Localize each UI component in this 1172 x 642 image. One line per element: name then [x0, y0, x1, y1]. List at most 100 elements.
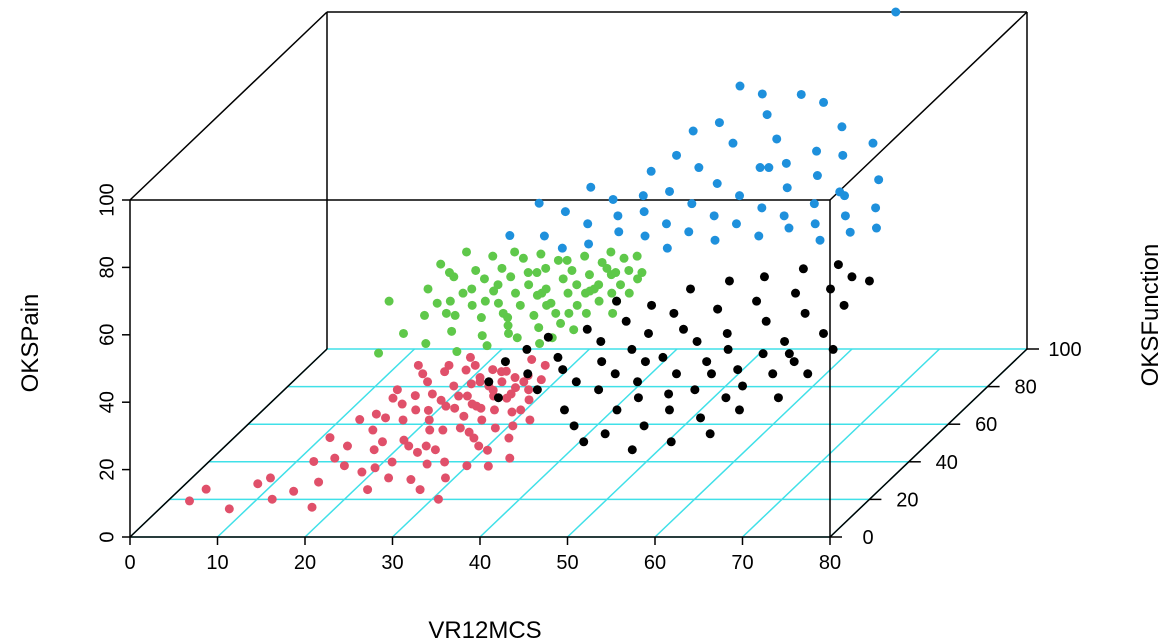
- z-tick-label: 20: [896, 489, 918, 511]
- data-point-series-2: [476, 313, 486, 323]
- data-point-series-1: [267, 494, 277, 504]
- floor-grid: [129, 348, 1028, 538]
- data-point-series-4: [723, 344, 733, 354]
- data-point-series-1: [355, 415, 365, 425]
- data-point-series-3: [784, 223, 794, 233]
- data-point-series-1: [381, 413, 391, 423]
- data-point-series-2: [562, 255, 572, 265]
- x-tick-label: 70: [731, 552, 753, 574]
- data-point-series-1: [474, 441, 484, 451]
- data-point-series-4: [705, 429, 715, 439]
- data-point-series-1: [253, 479, 263, 489]
- data-point-series-3: [772, 134, 782, 144]
- data-point-series-3: [665, 186, 675, 196]
- data-point-series-4: [640, 357, 650, 367]
- data-point-series-3: [662, 243, 672, 253]
- data-point-series-1: [477, 415, 487, 425]
- data-point-series-2: [488, 251, 498, 261]
- data-point-series-3: [735, 191, 745, 201]
- axis-ticks: 0 10 20 30 40 50 60 70 80 0 20 40 60 80 100 0 20 40 60 80 10…: [96, 183, 1081, 574]
- data-point-series-4: [724, 276, 734, 286]
- data-point-series-2: [616, 280, 626, 290]
- y-tick-label: 40: [96, 391, 118, 413]
- data-point-series-4: [784, 349, 794, 359]
- data-point-series-3: [782, 183, 792, 193]
- data-point-series-4: [828, 344, 838, 354]
- data-point-series-4: [579, 437, 589, 447]
- data-point-series-1: [444, 360, 454, 370]
- data-point-series-2: [480, 296, 490, 306]
- data-point-series-2: [444, 268, 454, 278]
- data-point-series-1: [510, 383, 520, 393]
- data-point-series-4: [826, 284, 836, 294]
- data-point-series-1: [406, 475, 416, 485]
- data-point-series-2: [493, 298, 503, 308]
- data-point-series-1: [314, 477, 324, 487]
- data-point-series-4: [791, 288, 801, 298]
- data-point-series-3: [709, 211, 719, 221]
- data-point-series-3: [712, 178, 722, 188]
- data-point-series-1: [525, 415, 535, 425]
- data-point-series-1: [418, 369, 428, 379]
- data-point-series-3: [812, 146, 822, 156]
- data-point-series-3: [815, 235, 825, 245]
- x-axis-title: VR12MCS: [428, 617, 541, 642]
- data-point-series-1: [469, 433, 479, 443]
- x-tick-label: 20: [294, 552, 316, 574]
- data-point-series-2: [606, 247, 616, 257]
- data-point-series-4: [522, 344, 532, 354]
- data-point-series-3: [835, 187, 845, 197]
- data-point-series-2: [567, 265, 577, 275]
- data-point-series-1: [519, 377, 529, 387]
- data-point-series-2: [536, 249, 546, 259]
- z-axis-title: OKSFunction: [1137, 244, 1164, 387]
- data-point-series-1: [508, 421, 518, 431]
- data-point-series-3: [583, 219, 593, 229]
- data-point-series-1: [483, 461, 493, 471]
- floor-grid-line-x: [391, 348, 591, 538]
- data-point-series-2: [572, 300, 582, 310]
- data-point-series-4: [558, 365, 568, 375]
- data-point-series-1: [476, 403, 486, 413]
- box-edge: [129, 348, 328, 538]
- data-point-series-3: [764, 163, 774, 173]
- data-point-series-2: [523, 268, 533, 278]
- data-point-series-1: [398, 415, 408, 425]
- data-point-series-2: [445, 296, 455, 306]
- data-point-series-2: [503, 321, 513, 331]
- data-point-series-1: [440, 473, 450, 483]
- data-point-series-3: [539, 231, 549, 241]
- data-point-series-4: [633, 377, 643, 387]
- data-point-series-1: [475, 373, 485, 383]
- x-tick-label: 50: [556, 552, 578, 574]
- data-point-series-2: [611, 268, 621, 278]
- data-point-series-2: [563, 288, 573, 298]
- data-point-series-4: [696, 413, 706, 423]
- data-point-series-1: [185, 496, 195, 506]
- data-point-series-3: [661, 219, 671, 229]
- data-point-series-2: [569, 325, 579, 335]
- data-point-series-3: [757, 89, 767, 99]
- data-point-series-1: [488, 365, 498, 375]
- data-point-series-3: [819, 97, 829, 107]
- data-point-series-3: [684, 227, 694, 237]
- data-point-series-4: [600, 429, 610, 439]
- z-tick-label: 40: [936, 452, 958, 474]
- x-tick-label: 40: [469, 552, 491, 574]
- data-point-series-2: [551, 308, 561, 318]
- data-point-series-4: [571, 377, 581, 387]
- data-point-series-1: [540, 360, 550, 370]
- data-point-series-3: [614, 227, 624, 237]
- data-point-series-4: [738, 381, 748, 391]
- data-point-series-2: [532, 268, 542, 278]
- data-point-series-1: [440, 367, 450, 377]
- data-point-series-1: [507, 407, 517, 417]
- data-point-series-2: [594, 296, 604, 306]
- x-tick-label: 30: [381, 552, 403, 574]
- data-point-series-4: [639, 421, 649, 431]
- data-point-series-2: [553, 255, 563, 265]
- data-point-series-3: [871, 203, 881, 213]
- data-point-series-1: [524, 395, 534, 405]
- x-tick-label: 60: [644, 552, 666, 574]
- data-point-series-1: [430, 445, 440, 455]
